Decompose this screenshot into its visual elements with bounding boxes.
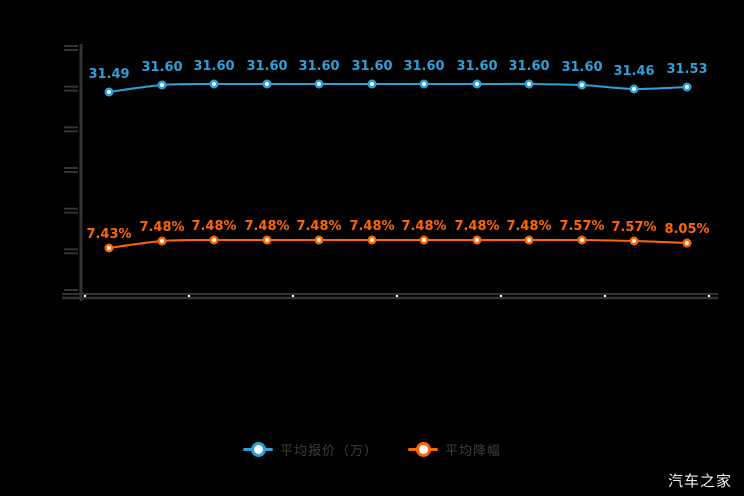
data-point-label: 31.60 bbox=[561, 60, 602, 75]
x-axis-tick-dot bbox=[291, 294, 295, 298]
data-point-label: 31.60 bbox=[508, 59, 549, 74]
data-point-label: 7.48% bbox=[191, 219, 236, 234]
data-point-label: 31.60 bbox=[456, 59, 497, 74]
data-point-label: 31.60 bbox=[403, 59, 444, 74]
data-point-center bbox=[107, 246, 111, 250]
data-point-center bbox=[370, 238, 374, 242]
data-point-center bbox=[632, 239, 636, 243]
data-point-label: 31.60 bbox=[246, 59, 287, 74]
watermark-text: 汽车之家 bbox=[667, 472, 732, 490]
x-axis-tick-dot bbox=[187, 294, 191, 298]
data-point-center bbox=[107, 90, 111, 94]
data-point-center bbox=[317, 238, 321, 242]
data-point-center bbox=[685, 241, 689, 245]
data-point-center bbox=[212, 82, 216, 86]
data-point-center bbox=[160, 83, 164, 87]
data-point-center bbox=[212, 238, 216, 242]
data-point-label: 31.60 bbox=[351, 59, 392, 74]
series-dashed-line-0 bbox=[108, 83, 688, 93]
data-point-center bbox=[580, 238, 584, 242]
data-point-label: 31.60 bbox=[298, 59, 339, 74]
data-point-center bbox=[580, 83, 584, 87]
x-axis-tick-dot bbox=[707, 294, 711, 298]
series-line-1 bbox=[108, 238, 688, 249]
data-point-label: 7.48% bbox=[296, 219, 341, 234]
data-point-center bbox=[265, 82, 269, 86]
data-point-center bbox=[475, 82, 479, 86]
data-point-label: 7.48% bbox=[506, 219, 551, 234]
data-point-center bbox=[422, 82, 426, 86]
legend-marker-icon bbox=[408, 442, 438, 457]
data-point-center bbox=[527, 238, 531, 242]
data-point-label: 7.48% bbox=[349, 219, 394, 234]
data-point-center bbox=[422, 238, 426, 242]
data-point-label: 31.60 bbox=[193, 59, 234, 74]
legend-marker-icon bbox=[242, 442, 273, 457]
x-axis-tick-dot bbox=[603, 294, 607, 298]
data-point-center bbox=[527, 82, 531, 86]
data-point-label: 7.43% bbox=[86, 227, 131, 242]
data-point-center bbox=[685, 85, 689, 89]
series-line-0 bbox=[108, 82, 688, 93]
x-axis-tick-dot bbox=[83, 294, 87, 298]
data-point-label: 7.57% bbox=[611, 220, 656, 235]
data-point-label: 7.48% bbox=[454, 219, 499, 234]
legend: 平均报价（万） 平均降幅 bbox=[0, 440, 744, 459]
data-point-center bbox=[370, 82, 374, 86]
data-point-center bbox=[265, 238, 269, 242]
data-point-label: 7.57% bbox=[559, 219, 604, 234]
price-trend-chart: 31.49 31.60 31.60 31.60 31.60 31.60 31.60 31.60… bbox=[62, 44, 718, 301]
data-point-label: 31.60 bbox=[141, 60, 182, 75]
legend-label: 平均降幅 bbox=[445, 444, 502, 459]
data-point-label: 7.48% bbox=[401, 219, 446, 234]
data-point-center bbox=[160, 239, 164, 243]
data-point-label: 7.48% bbox=[139, 220, 184, 235]
legend-label: 平均报价（万） bbox=[279, 444, 378, 459]
data-point-center bbox=[632, 87, 636, 91]
x-axis-tick-dot bbox=[499, 294, 503, 298]
data-point-label: 7.48% bbox=[244, 219, 289, 234]
series-dashed-line-1 bbox=[108, 239, 688, 249]
x-axis-tick-dot bbox=[395, 294, 399, 298]
data-point-label: 31.46 bbox=[613, 64, 654, 79]
data-point-center bbox=[475, 238, 479, 242]
data-point-center bbox=[317, 82, 321, 86]
data-point-label: 31.53 bbox=[666, 62, 707, 77]
legend-item-1[interactable]: 平均降幅 bbox=[408, 440, 501, 459]
legend-item-0[interactable]: 平均报价（万） bbox=[242, 440, 378, 459]
data-point-label: 31.49 bbox=[88, 67, 129, 82]
data-point-label: 8.05% bbox=[664, 222, 709, 237]
